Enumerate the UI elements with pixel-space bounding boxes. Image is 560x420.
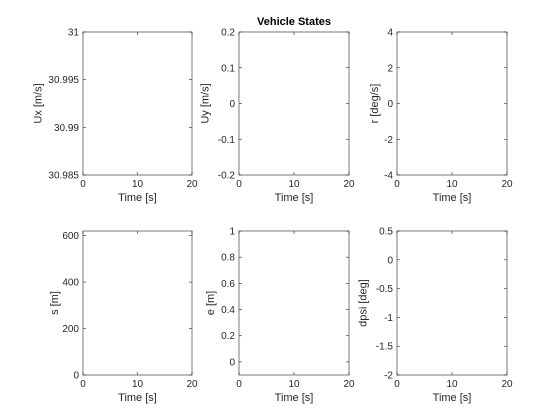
x-tick-label: 20 bbox=[186, 179, 198, 190]
x-tick-label: 10 bbox=[446, 379, 458, 390]
y-tick-label: 1 bbox=[229, 227, 235, 238]
axes-frame bbox=[239, 32, 349, 175]
x-tick-label: 20 bbox=[343, 379, 355, 390]
x-axis-label: Time [s] bbox=[275, 192, 314, 204]
y-tick-label: 0 bbox=[387, 99, 393, 110]
y-tick-label: 2 bbox=[387, 63, 393, 74]
x-tick-label: 20 bbox=[343, 179, 355, 190]
y-tick-label: -4 bbox=[384, 171, 393, 182]
y-tick-label: 30.985 bbox=[48, 171, 79, 182]
y-tick-label: 4 bbox=[387, 28, 393, 39]
axes-frame bbox=[397, 32, 507, 175]
x-tick-label: 0 bbox=[236, 179, 242, 190]
x-axis-label: Time [s] bbox=[433, 392, 472, 404]
y-tick-label: -0.1 bbox=[218, 135, 236, 146]
figure-title: Vehicle States bbox=[257, 16, 331, 28]
x-axis-label: Time [s] bbox=[433, 192, 472, 204]
x-tick-label: 0 bbox=[80, 379, 86, 390]
y-tick-label: 0.2 bbox=[221, 331, 235, 342]
y-tick-label: 0 bbox=[387, 255, 393, 266]
x-tick-label: 0 bbox=[394, 379, 400, 390]
y-tick-label: -1 bbox=[384, 313, 393, 324]
y-tick-label: 0.6 bbox=[221, 279, 235, 290]
x-tick-label: 20 bbox=[501, 379, 513, 390]
axes-frame bbox=[83, 32, 192, 175]
x-axis-label: Time [s] bbox=[275, 392, 314, 404]
y-tick-label: -2 bbox=[384, 135, 393, 146]
x-tick-label: 10 bbox=[446, 179, 458, 190]
y-tick-label: -0.5 bbox=[376, 284, 394, 295]
y-tick-label: 0.4 bbox=[221, 305, 235, 316]
y-tick-label: 0 bbox=[73, 371, 79, 382]
axes-frame bbox=[397, 231, 507, 375]
x-axis-label: Time [s] bbox=[118, 192, 157, 204]
y-tick-label: 0.8 bbox=[221, 253, 235, 264]
x-axis-label: Time [s] bbox=[118, 392, 157, 404]
y-axis-label: Ux [m/s] bbox=[32, 83, 44, 123]
y-tick-label: 0.1 bbox=[221, 63, 235, 74]
y-tick-label: 30.99 bbox=[54, 123, 79, 134]
x-tick-label: 10 bbox=[132, 379, 144, 390]
y-axis-label: s [m] bbox=[49, 291, 61, 315]
x-tick-label: 0 bbox=[394, 179, 400, 190]
y-tick-label: 30.995 bbox=[48, 75, 79, 86]
y-tick-label: 0 bbox=[229, 357, 235, 368]
y-axis-label: r [deg/s] bbox=[369, 84, 381, 124]
x-tick-label: 10 bbox=[288, 179, 300, 190]
y-axis-label: e [m] bbox=[205, 291, 217, 315]
x-tick-label: 0 bbox=[236, 379, 242, 390]
axes-frame bbox=[239, 231, 349, 375]
y-tick-label: 400 bbox=[62, 278, 79, 289]
y-tick-label: -1.5 bbox=[376, 342, 394, 353]
x-tick-label: 10 bbox=[288, 379, 300, 390]
y-tick-label: 0.2 bbox=[221, 28, 235, 39]
y-tick-label: 200 bbox=[62, 324, 79, 335]
y-tick-label: 0 bbox=[229, 99, 235, 110]
y-tick-label: 0.5 bbox=[379, 227, 393, 238]
y-tick-label: 31 bbox=[68, 28, 80, 39]
x-tick-label: 0 bbox=[80, 179, 86, 190]
x-tick-label: 20 bbox=[501, 179, 513, 190]
y-tick-label: -2 bbox=[384, 371, 393, 382]
x-tick-label: 20 bbox=[186, 379, 198, 390]
y-tick-label: -0.2 bbox=[218, 171, 236, 182]
x-tick-label: 10 bbox=[132, 179, 144, 190]
y-axis-label: Uy [m/s] bbox=[200, 83, 212, 123]
axes-frame bbox=[83, 231, 192, 375]
y-tick-label: 600 bbox=[62, 231, 79, 242]
y-axis-label: dpsi [deg] bbox=[358, 279, 370, 327]
